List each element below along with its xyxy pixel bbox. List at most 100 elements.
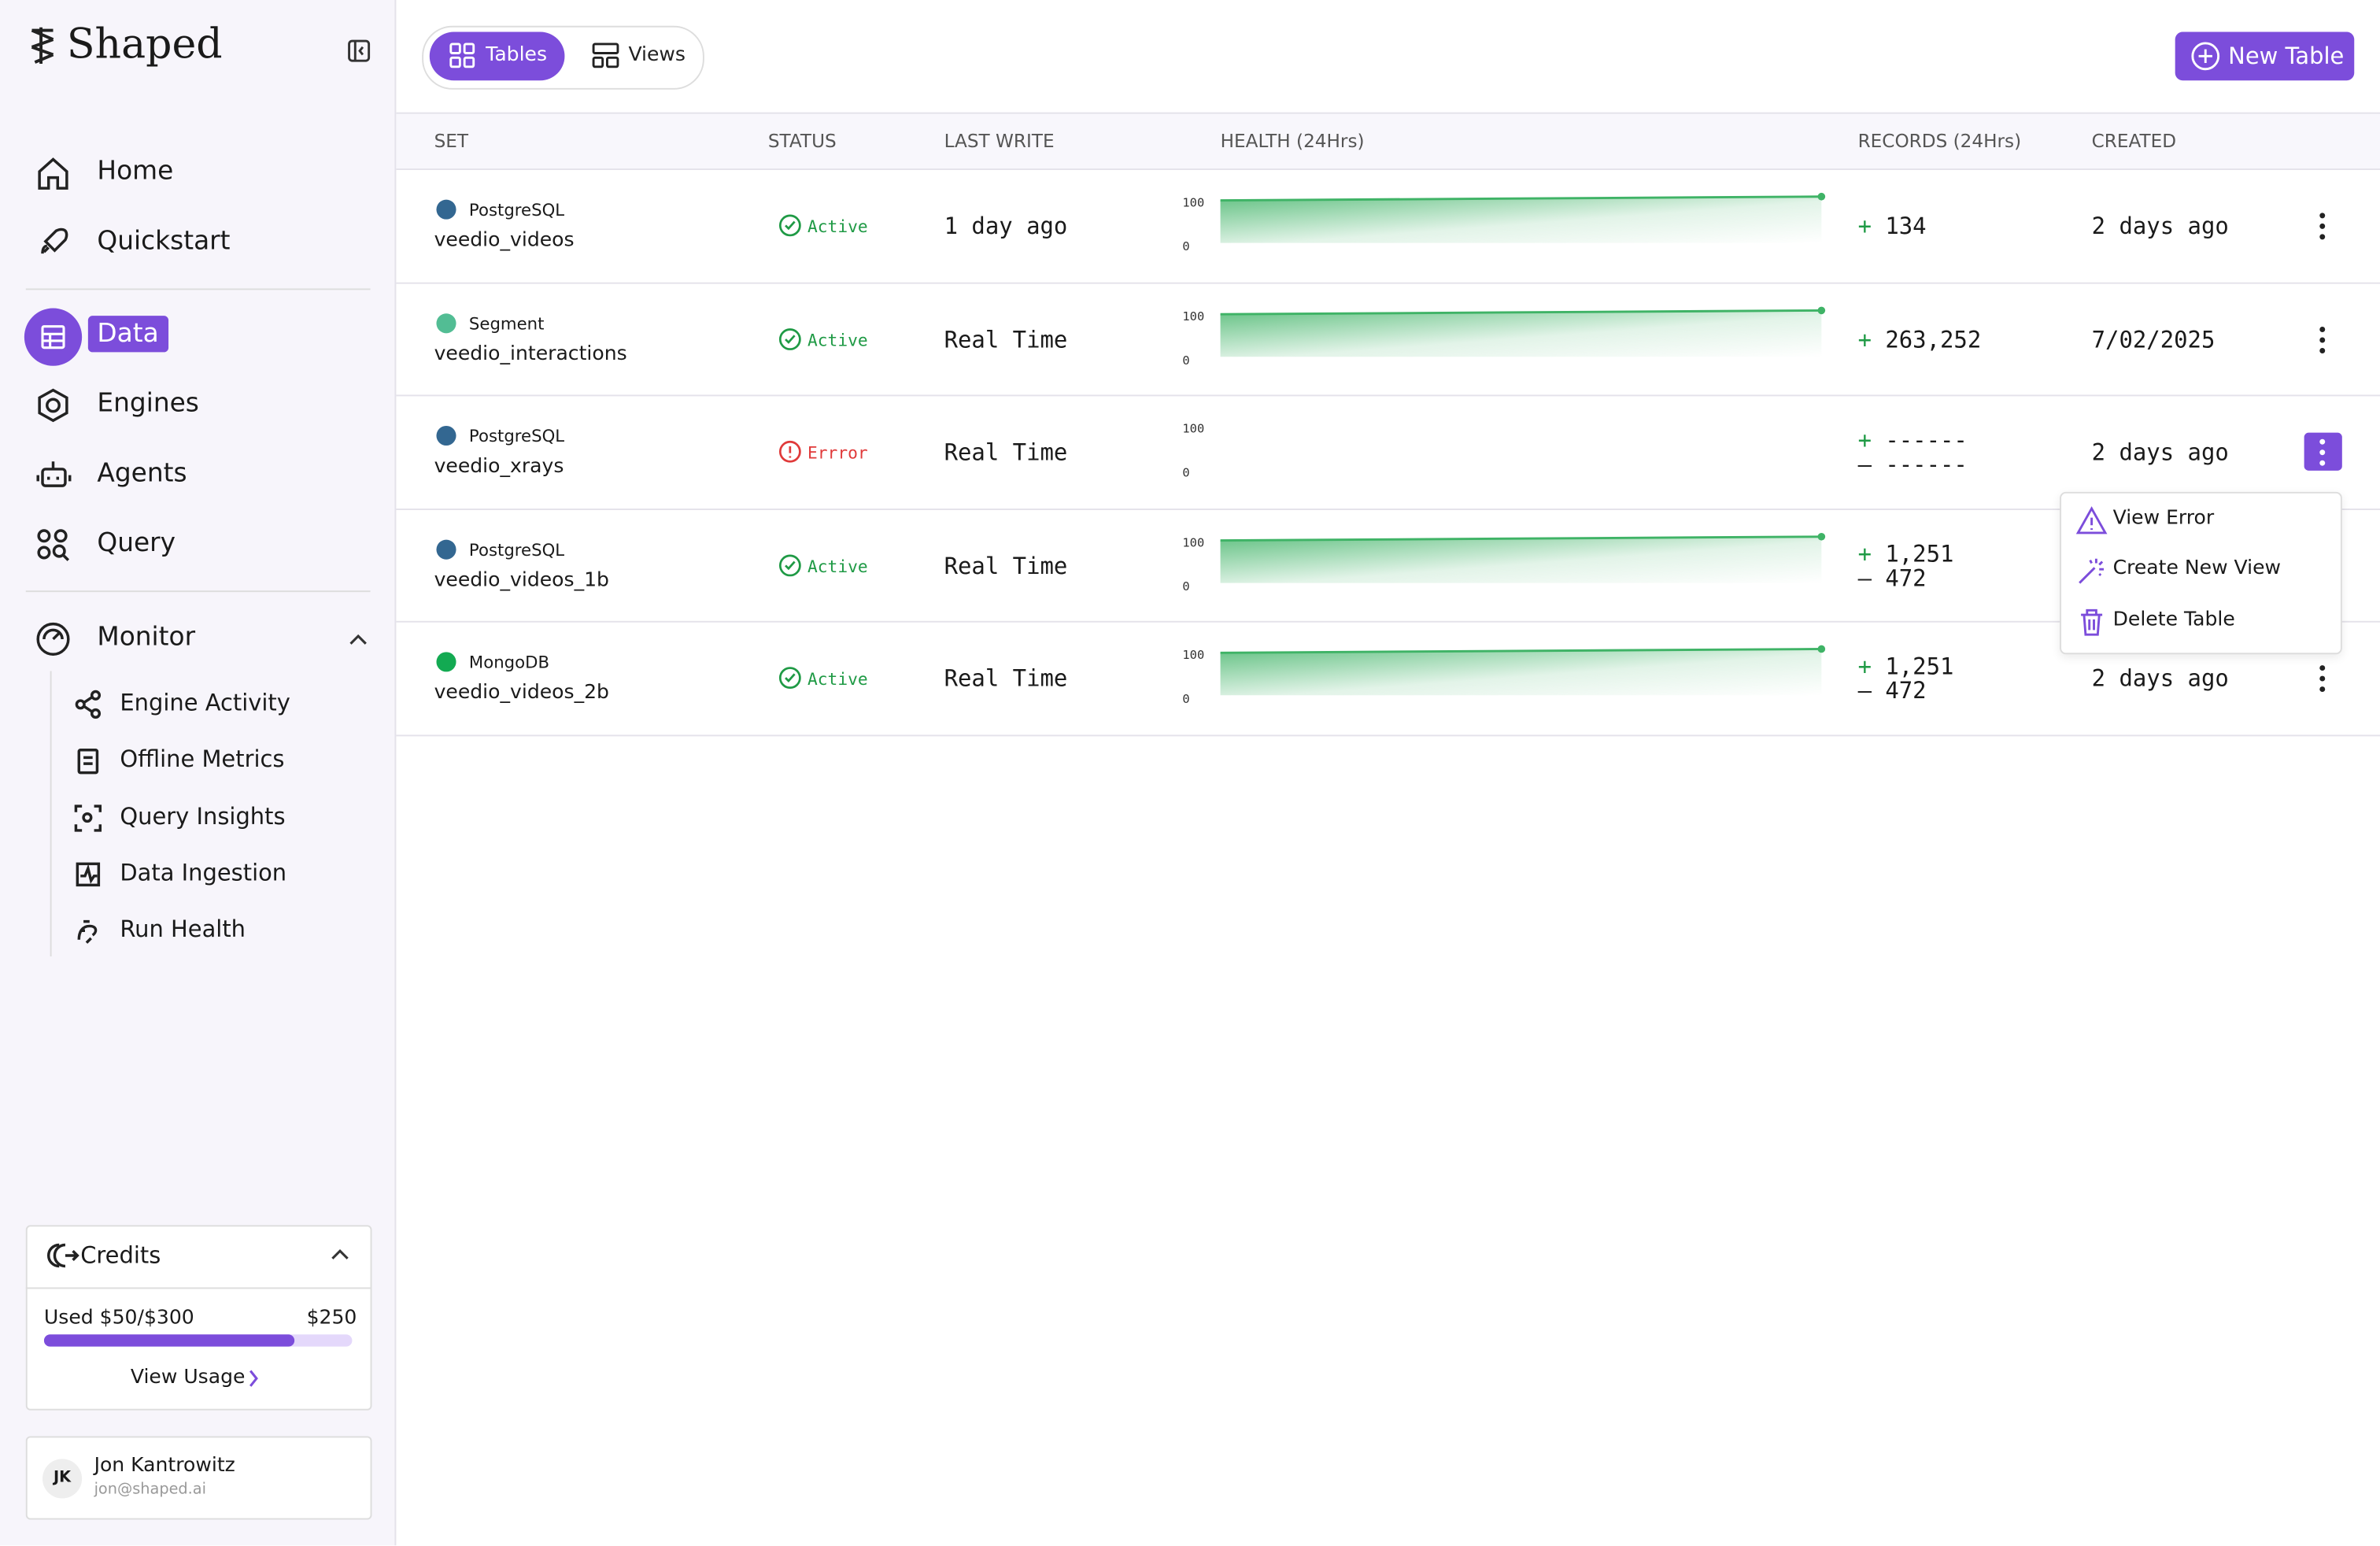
nav-icon: [38, 157, 68, 190]
user-email: jon@shaped.ai: [94, 1481, 206, 1499]
submenu-icon: [76, 862, 101, 886]
logo-icon: [31, 27, 54, 65]
status-icon: [778, 554, 801, 576]
source-icon: [436, 426, 456, 446]
health-axis-min: 0: [1182, 353, 1190, 367]
row-divider: [396, 281, 2380, 283]
tab-active-bg: [429, 31, 565, 81]
submenu-icon: [77, 920, 98, 945]
last-write: Real Time: [944, 552, 1068, 580]
row-divider: [396, 394, 2380, 397]
last-write: Real Time: [944, 665, 1068, 693]
tab[interactable]: Views: [628, 43, 686, 67]
column-header: SET: [434, 130, 469, 152]
records-value: 134: [1885, 213, 1927, 240]
menu-icon: [2079, 559, 2105, 585]
records-sign: –: [1857, 677, 1872, 705]
nav-active-icon-bg: [24, 308, 83, 366]
health-axis-min: 0: [1182, 693, 1190, 707]
status-icon: [778, 441, 801, 464]
records-value: 472: [1885, 677, 1927, 705]
nav-item-active[interactable]: Data: [87, 316, 168, 353]
credits-header-line: [25, 1287, 372, 1289]
row-divider: [396, 621, 2380, 623]
status-label: Active: [808, 670, 868, 690]
created: 2 days ago: [2091, 665, 2229, 693]
column-header: STATUS: [767, 130, 837, 152]
credits-toggle[interactable]: [331, 1248, 349, 1259]
nav-item[interactable]: Home: [97, 156, 174, 187]
table-name[interactable]: veedio_xrays: [434, 455, 564, 479]
row-menu-button[interactable]: [2318, 665, 2327, 693]
menu-item[interactable]: View Error: [2112, 507, 2215, 531]
records-sign: +: [1857, 213, 1872, 240]
status-label: Active: [808, 216, 868, 237]
dropdown-menu: [2060, 491, 2342, 655]
menu-item[interactable]: Create New View: [2112, 557, 2282, 581]
submenu-item[interactable]: Offline Metrics: [120, 745, 285, 774]
table-name[interactable]: veedio_videos_2b: [434, 682, 609, 705]
records-sign: +: [1857, 653, 1872, 681]
last-write: Real Time: [944, 438, 1068, 467]
row-menu-button[interactable]: [2318, 439, 2327, 467]
nav-item[interactable]: Agents: [97, 458, 187, 490]
source-label: MongoDB: [468, 653, 550, 674]
tab-icon: [449, 43, 475, 68]
records-sign: +: [1857, 325, 1872, 353]
status-label: Active: [808, 330, 868, 350]
records-value: ------: [1885, 427, 1968, 455]
nav-divider: [25, 590, 371, 593]
column-header: CREATED: [2091, 130, 2177, 152]
records-value: 263,252: [1885, 325, 1982, 353]
table-name[interactable]: veedio_videos_1b: [434, 568, 609, 592]
health-axis-max: 100: [1182, 195, 1205, 210]
tab-icon: [592, 43, 619, 68]
credits-box: [25, 1225, 372, 1411]
records-value: 1,251: [1885, 540, 1954, 568]
health-axis-min: 0: [1182, 466, 1190, 480]
submenu-item[interactable]: Engine Activity: [120, 689, 290, 717]
column-header: LAST WRITE: [944, 130, 1055, 152]
source-icon: [436, 313, 456, 333]
collapse-button[interactable]: [348, 39, 371, 62]
credits-remaining: $250: [306, 1307, 357, 1330]
row-menu-button[interactable]: [2318, 213, 2327, 240]
created: 7/02/2025: [2091, 325, 2216, 353]
nav-divider: [25, 288, 371, 290]
status-icon: [778, 667, 801, 690]
records-value: 472: [1885, 564, 1927, 592]
menu-icon: [2075, 506, 2108, 534]
submenu-item[interactable]: Run Health: [120, 915, 246, 944]
monitor-toggle[interactable]: [349, 633, 368, 645]
last-write: Real Time: [944, 325, 1068, 353]
menu-item[interactable]: Delete Table: [2112, 608, 2235, 631]
nav-item[interactable]: Query: [97, 528, 176, 559]
status-label: Errror: [808, 443, 868, 464]
credits-used: Used $50/$300: [43, 1307, 194, 1330]
nav-icon: [41, 325, 65, 350]
nav-item[interactable]: Engines: [97, 388, 199, 420]
user-name: Jon Kantrowitz: [94, 1454, 235, 1478]
table-name[interactable]: veedio_videos: [434, 229, 575, 253]
submenu-icon: [75, 690, 102, 719]
records-sign: +: [1857, 427, 1872, 455]
submenu-icon: [77, 749, 99, 775]
nav-item[interactable]: Quickstart: [97, 226, 231, 257]
user-box[interactable]: [25, 1436, 372, 1520]
submenu-item[interactable]: Query Insights: [120, 802, 286, 830]
user-avatar: JK: [42, 1459, 83, 1499]
table-name[interactable]: veedio_interactions: [434, 342, 627, 366]
health-axis-max: 100: [1182, 649, 1205, 663]
nav-group[interactable]: Monitor: [97, 622, 196, 653]
health-axis-max: 100: [1182, 422, 1205, 436]
source-label: Segment: [468, 313, 545, 334]
column-header: HEALTH (24Hrs): [1220, 130, 1365, 152]
view-usage[interactable]: View Usage: [130, 1366, 246, 1389]
records-value: 1,251: [1885, 653, 1954, 681]
submenu-item[interactable]: Data Ingestion: [120, 859, 287, 887]
source-label: PostgreSQL: [468, 540, 565, 560]
tab-active[interactable]: Tables: [486, 43, 548, 67]
row-menu-button[interactable]: [2318, 326, 2327, 353]
